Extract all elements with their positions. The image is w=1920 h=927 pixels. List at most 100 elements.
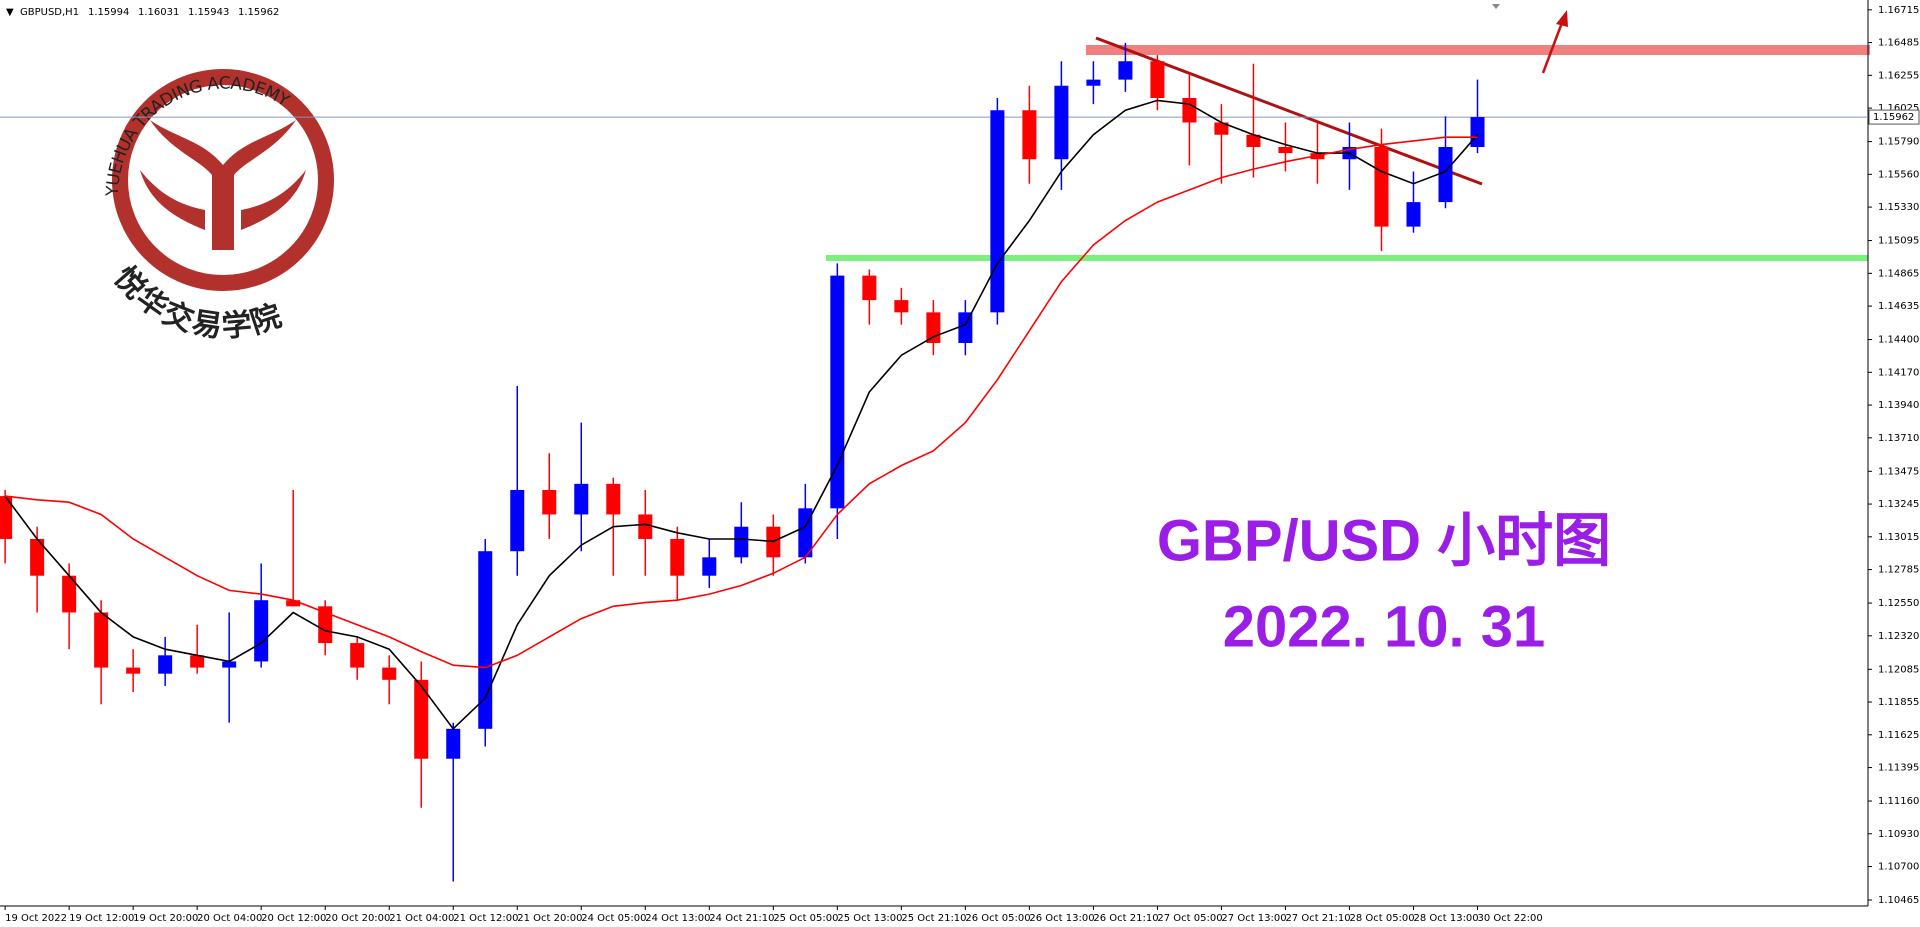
candle-body <box>542 489 557 515</box>
candle-body <box>638 514 653 539</box>
x-tick-label: 25 Oct 13:00 <box>837 913 902 924</box>
current-price-box <box>1868 109 1920 125</box>
candle-body <box>62 575 77 613</box>
moving-average <box>4 99 1479 731</box>
candle-body <box>926 312 941 343</box>
candle-body <box>734 526 749 558</box>
candle-body <box>478 551 493 729</box>
x-tick-label: 30 Oct 22:00 <box>1477 913 1542 924</box>
x-tick-label: 26 Oct 05:00 <box>965 913 1030 924</box>
x-tick-label: 26 Oct 13:00 <box>1029 913 1094 924</box>
y-tick-label: 1.12785 <box>1878 565 1919 576</box>
candle-body <box>414 679 429 759</box>
header-value: 1.15994 <box>88 7 129 18</box>
y-tick-label: 1.14865 <box>1878 268 1919 279</box>
candle-body <box>350 643 365 668</box>
candle-body <box>318 606 333 644</box>
candle-body <box>830 275 845 509</box>
y-tick-label: 1.10930 <box>1878 829 1919 840</box>
candle-body <box>1118 61 1133 80</box>
y-tick-label: 1.16715 <box>1878 5 1919 16</box>
x-tick-label: 19 Oct 12:00 <box>69 913 134 924</box>
candle-body <box>1470 117 1485 147</box>
y-tick-label: 1.15330 <box>1878 202 1919 213</box>
y-tick-label: 1.15790 <box>1878 137 1919 148</box>
y-tick-label: 1.14635 <box>1878 301 1919 312</box>
header-value: 1.15962 <box>238 7 279 18</box>
y-tick-label: 1.15095 <box>1878 236 1919 247</box>
current-price-label: 1.15962 <box>1873 112 1914 123</box>
candle-body <box>254 600 269 662</box>
candle-body <box>702 557 717 576</box>
x-tick-label: 24 Oct 13:00 <box>645 913 710 924</box>
candle-body <box>382 667 397 680</box>
y-tick-label: 1.10700 <box>1878 862 1919 873</box>
candle-body <box>510 489 525 552</box>
x-tick-label: 27 Oct 05:00 <box>1157 913 1222 924</box>
candle-body <box>990 110 1005 313</box>
x-tick-label: 20 Oct 20:00 <box>325 913 390 924</box>
y-tick-label: 1.13940 <box>1878 400 1919 411</box>
candle-body <box>94 612 109 668</box>
candle-body <box>1246 134 1261 147</box>
candle-body <box>958 312 973 343</box>
y-tick-label: 1.16485 <box>1878 38 1919 49</box>
candle-body <box>862 275 877 301</box>
candle-body <box>0 496 13 539</box>
shift-marker <box>1492 4 1500 9</box>
candle-body <box>1374 146 1389 227</box>
x-tick-label: 24 Oct 05:00 <box>581 913 646 924</box>
y-tick-label: 1.13015 <box>1878 532 1919 543</box>
header-marker: ▼ <box>6 7 14 18</box>
y-tick-label: 1.11160 <box>1878 796 1919 807</box>
candle-body <box>446 728 461 759</box>
candle-body <box>1022 110 1037 160</box>
x-tick-label: 24 Oct 21:10 <box>709 913 774 924</box>
resistance-zone <box>1086 45 1870 55</box>
y-tick-label: 1.12085 <box>1878 664 1919 675</box>
logo-shape <box>150 120 296 250</box>
y-tick-label: 1.12550 <box>1878 598 1919 609</box>
candle-body <box>606 483 621 515</box>
candle-body <box>574 483 589 515</box>
logo-ring <box>112 69 334 291</box>
candle-body <box>190 655 205 668</box>
candle-body <box>894 300 909 313</box>
y-tick-label: 1.10465 <box>1878 895 1919 906</box>
y-tick-label: 1.11395 <box>1878 763 1919 774</box>
y-tick-label: 1.11625 <box>1878 730 1919 741</box>
x-tick-label: 20 Oct 04:00 <box>197 913 262 924</box>
annotation-date: 2022. 10. 31 <box>1223 594 1546 659</box>
moving-average <box>5 136 1478 669</box>
x-tick-label: 25 Oct 21:10 <box>901 913 966 924</box>
y-tick-label: 1.14170 <box>1878 367 1919 378</box>
header-value: 1.15943 <box>188 7 229 18</box>
x-tick-label: 27 Oct 21:10 <box>1285 913 1350 924</box>
candle-body <box>1214 122 1229 135</box>
logo-shape <box>140 170 306 230</box>
candle-body <box>670 538 685 576</box>
x-tick-label: 25 Oct 05:00 <box>773 913 838 924</box>
candle-body <box>1406 202 1421 227</box>
x-tick-label: 21 Oct 20:00 <box>517 913 582 924</box>
annotation-title: GBP/USD 小时图 <box>1157 508 1611 573</box>
candle-body <box>1086 79 1101 86</box>
x-tick-label: 26 Oct 21:10 <box>1093 913 1158 924</box>
candle-body <box>126 667 141 674</box>
candle-body <box>1278 146 1293 154</box>
x-tick-label: 28 Oct 13:00 <box>1413 913 1478 924</box>
candle-body <box>30 538 45 576</box>
y-tick-label: 1.12320 <box>1878 631 1919 642</box>
x-tick-label: 19 Oct 20:00 <box>133 913 198 924</box>
candle-body <box>1150 61 1165 98</box>
candle-body <box>1054 85 1069 160</box>
arrow-head <box>1556 10 1568 27</box>
y-tick-label: 1.13475 <box>1878 466 1919 477</box>
y-tick-label: 1.14400 <box>1878 335 1919 346</box>
x-tick-label: 28 Oct 05:00 <box>1349 913 1414 924</box>
candle-body <box>1438 146 1453 203</box>
x-tick-label: 20 Oct 12:00 <box>261 913 326 924</box>
